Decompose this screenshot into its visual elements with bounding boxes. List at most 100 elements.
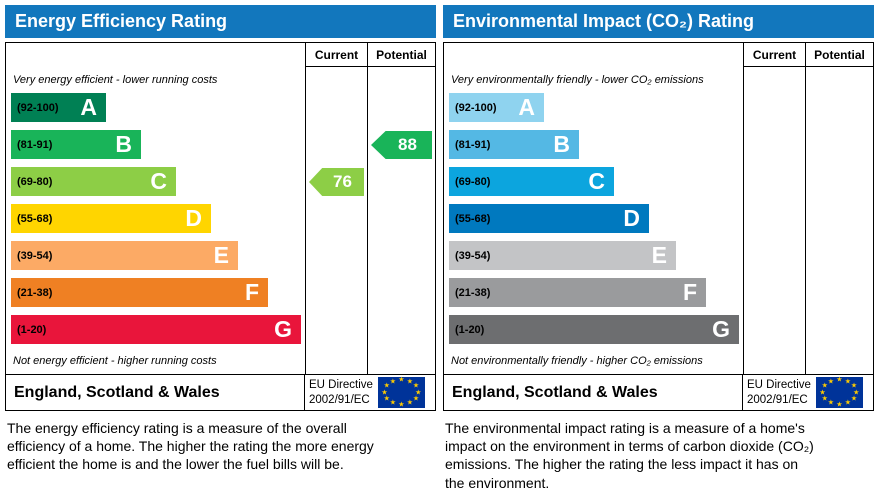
band-range: (21-38) bbox=[455, 286, 491, 299]
current-rating-arrow: 76 bbox=[309, 168, 364, 196]
band-bar-f: (21-38) F bbox=[11, 278, 268, 307]
band-row-b: (81-91) B bbox=[11, 130, 305, 167]
band-bar-c: (69-80) C bbox=[11, 167, 176, 196]
band-letter: B bbox=[553, 131, 570, 157]
band-bar-d: (55-68) D bbox=[11, 204, 211, 233]
eu-directive-line2: 2002/91/EC bbox=[747, 393, 808, 406]
energy-efficiency-title: Energy Efficiency Rating bbox=[5, 5, 436, 38]
eu-flag-star: ★ bbox=[389, 378, 397, 386]
co2-chart-grid: Current Potential Very environmentally f… bbox=[444, 43, 873, 374]
region-label: England, Scotland & Wales bbox=[452, 383, 658, 401]
energy-description: The energy efficiency rating is a measur… bbox=[7, 420, 374, 473]
environmental-impact-title: Environmental Impact (CO₂) Rating bbox=[443, 5, 874, 38]
band-bar-f: (21-38) F bbox=[449, 278, 706, 307]
band-bar-c: (69-80) C bbox=[449, 167, 614, 196]
top-note: Very energy efficient - lower running co… bbox=[13, 74, 218, 86]
band-bar-a: (92-100) A bbox=[11, 93, 106, 122]
current-column-header: Current bbox=[743, 43, 805, 67]
eu-flag-star: ★ bbox=[389, 399, 397, 407]
potential-column-header: Potential bbox=[805, 43, 873, 67]
eu-flag-star: ★ bbox=[383, 395, 390, 403]
band-bar-d: (55-68) D bbox=[449, 204, 649, 233]
eu-flag-star: ★ bbox=[836, 376, 843, 384]
band-letter: E bbox=[213, 242, 229, 268]
band-letter: C bbox=[588, 168, 605, 194]
band-range: (55-68) bbox=[17, 212, 53, 225]
current-column-header: Current bbox=[305, 43, 367, 67]
energy-chart-box: Current Potential Very energy efficient … bbox=[5, 42, 436, 411]
bands-column: Very energy efficient - lower running co… bbox=[6, 67, 305, 374]
eu-flag-star: ★ bbox=[381, 389, 388, 396]
band-bar-e: (39-54) E bbox=[449, 241, 676, 270]
eu-directive-line1: EU Directive bbox=[747, 379, 811, 392]
band-letter: A bbox=[518, 94, 535, 120]
band-letter: G bbox=[712, 316, 730, 342]
band-row-e: (39-54) E bbox=[11, 241, 305, 278]
energy-efficiency-panel: Energy Efficiency Rating Current Potenti… bbox=[5, 5, 436, 492]
eu-flag-star: ★ bbox=[844, 399, 851, 407]
chart-footer: England, Scotland & Wales EU Directive 2… bbox=[6, 374, 435, 410]
eu-directive-line1: EU Directive bbox=[309, 379, 373, 392]
eu-flag-star: ★ bbox=[819, 389, 826, 396]
bottom-note: Not energy efficient - higher running co… bbox=[13, 355, 217, 367]
band-row-c: (69-80) C bbox=[11, 167, 305, 204]
current-rating-column: 76 bbox=[305, 67, 367, 374]
environmental-description: The environmental impact rating is a mea… bbox=[445, 420, 814, 491]
eu-flag-star: ★ bbox=[406, 378, 413, 386]
bands-column: Very environmentally friendly - lower CO… bbox=[444, 67, 743, 374]
eu-flag-star: ★ bbox=[850, 382, 858, 390]
eu-flag-star: ★ bbox=[844, 378, 851, 386]
region-label: England, Scotland & Wales bbox=[14, 383, 220, 401]
band-letter: D bbox=[623, 205, 640, 231]
eu-flag-star: ★ bbox=[836, 401, 843, 409]
top-note: Very environmentally friendly - lower CO… bbox=[451, 74, 704, 86]
eu-flag-star: ★ bbox=[398, 376, 405, 384]
band-row-f: (21-38) F bbox=[449, 278, 743, 315]
potential-rating-column bbox=[805, 67, 873, 374]
eu-flag-star: ★ bbox=[827, 399, 835, 407]
eu-directive-line2: 2002/91/EC bbox=[309, 393, 370, 406]
band-range: (1-20) bbox=[17, 323, 47, 336]
eu-flag-star: ★ bbox=[412, 382, 420, 390]
band-range: (55-68) bbox=[455, 212, 491, 225]
eu-flag-star: ★ bbox=[383, 382, 390, 390]
band-row-g: (1-20) G bbox=[11, 315, 305, 352]
eu-flag-icon: ★ ★ ★ ★ ★ ★ ★ ★ ★ ★ ★ ★ bbox=[815, 376, 863, 409]
directive-cell: EU Directive 2002/91/EC ★ ★ ★ ★ ★ ★ ★ ★ ★ ★ ★ ★ bbox=[742, 375, 873, 410]
band-letter: C bbox=[150, 168, 167, 194]
band-range: (39-54) bbox=[455, 249, 491, 262]
bands-list: (92-100) A (81-91) B (69-80) C (55-68) D (39-54)… bbox=[11, 93, 305, 352]
band-letter: F bbox=[244, 279, 259, 305]
eu-flag-star: ★ bbox=[850, 395, 858, 403]
eu-flag-star: ★ bbox=[412, 395, 420, 403]
band-range: (92-100) bbox=[17, 101, 59, 114]
eu-directive-text: EU Directive 2002/91/EC bbox=[747, 378, 811, 407]
eu-flag-star: ★ bbox=[415, 389, 422, 396]
band-range: (92-100) bbox=[455, 101, 497, 114]
eu-flag-star: ★ bbox=[406, 399, 413, 407]
band-row-a: (92-100) A bbox=[449, 93, 743, 130]
band-bar-a: (92-100) A bbox=[449, 93, 544, 122]
band-letter: B bbox=[115, 131, 132, 157]
eu-directive-text: EU Directive 2002/91/EC bbox=[309, 378, 373, 407]
band-range: (81-91) bbox=[455, 138, 491, 151]
potential-rating-column: 88 bbox=[367, 67, 435, 374]
band-bar-g: (1-20) G bbox=[11, 315, 301, 344]
band-row-d: (55-68) D bbox=[449, 204, 743, 241]
bottom-note: Not environmentally friendly - higher CO… bbox=[451, 355, 703, 367]
table-corner bbox=[6, 43, 305, 67]
band-letter: E bbox=[651, 242, 667, 268]
band-bar-e: (39-54) E bbox=[11, 241, 238, 270]
band-range: (39-54) bbox=[17, 249, 53, 262]
eu-flag-star: ★ bbox=[821, 395, 828, 403]
band-range: (1-20) bbox=[455, 323, 485, 336]
band-bar-b: (81-91) B bbox=[11, 130, 141, 159]
eu-flag-icon: ★ ★ ★ ★ ★ ★ ★ ★ ★ ★ ★ ★ bbox=[377, 376, 425, 408]
band-letter: G bbox=[274, 316, 292, 342]
eu-flag-star: ★ bbox=[827, 378, 835, 386]
band-row-f: (21-38) F bbox=[11, 278, 305, 315]
band-range: (69-80) bbox=[17, 175, 53, 188]
band-range: (81-91) bbox=[17, 138, 53, 151]
band-row-c: (69-80) C bbox=[449, 167, 743, 204]
